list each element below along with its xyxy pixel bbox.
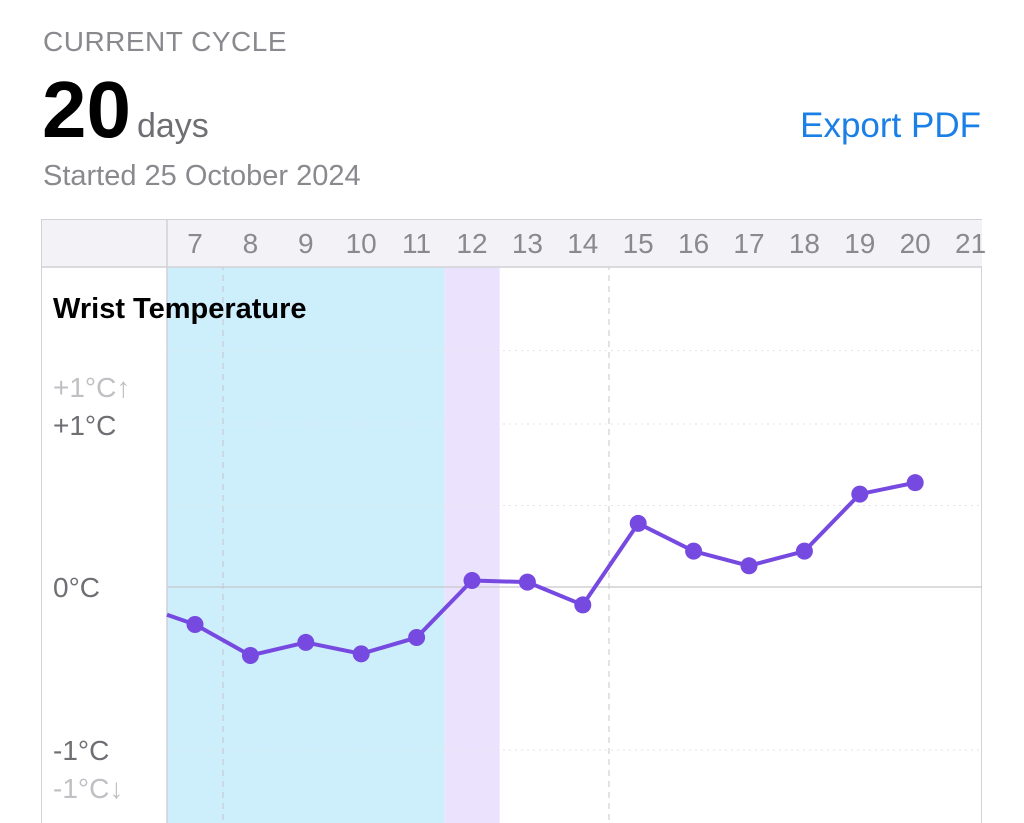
temperature-point xyxy=(352,645,370,663)
y-label-upper-faded: +1°C↑ xyxy=(53,372,131,403)
y-label-lower: -1°C xyxy=(53,735,110,766)
day-tick-label: 21 xyxy=(955,228,986,259)
temperature-point xyxy=(740,557,758,575)
day-tick-label: 9 xyxy=(298,228,314,259)
temperature-point xyxy=(241,646,259,664)
day-tick-label: 7 xyxy=(187,228,203,259)
ovulation-band xyxy=(444,267,500,823)
current-cycle-label: CURRENT CYCLE xyxy=(43,26,288,57)
chart-frame xyxy=(41,219,982,823)
temperature-point xyxy=(851,485,869,503)
day-tick-label: 15 xyxy=(623,228,654,259)
cycle-start-date: Started 25 October 2024 xyxy=(43,160,361,192)
cycle-days: 20 days xyxy=(42,70,209,150)
day-tick-label: 16 xyxy=(678,228,709,259)
temperature-point xyxy=(408,629,426,647)
temperature-point xyxy=(906,474,924,492)
temperature-point xyxy=(685,542,703,560)
day-tick-label: 13 xyxy=(512,228,543,259)
cycle-days-number: 20 xyxy=(42,65,131,154)
temperature-point xyxy=(574,596,592,614)
y-label-lower-faded: -1°C↓ xyxy=(53,773,124,804)
temperature-point xyxy=(518,573,536,591)
export-pdf-button[interactable]: Export PDF xyxy=(800,106,981,145)
temperature-point xyxy=(629,514,647,532)
y-label-zero: 0°C xyxy=(53,572,100,603)
day-tick-label: 12 xyxy=(456,228,487,259)
day-tick-label: 18 xyxy=(789,228,820,259)
day-tick-label: 17 xyxy=(733,228,764,259)
fertile-window-band xyxy=(167,267,445,823)
day-tick-label: 20 xyxy=(900,228,931,259)
wrist-temperature-title: Wrist Temperature xyxy=(53,293,307,325)
day-tick-label: 8 xyxy=(243,228,259,259)
temperature-point xyxy=(297,633,315,651)
day-tick-label: 10 xyxy=(346,228,377,259)
day-tick-label: 11 xyxy=(402,228,431,259)
day-tick-label: 14 xyxy=(567,228,598,259)
y-label-upper: +1°C xyxy=(53,410,117,441)
temperature-point xyxy=(463,571,481,589)
cycle-days-unit: days xyxy=(136,107,209,145)
day-header-background xyxy=(42,220,982,267)
day-tick-label: 19 xyxy=(844,228,875,259)
temperature-point xyxy=(186,615,204,633)
temperature-point xyxy=(795,542,813,560)
